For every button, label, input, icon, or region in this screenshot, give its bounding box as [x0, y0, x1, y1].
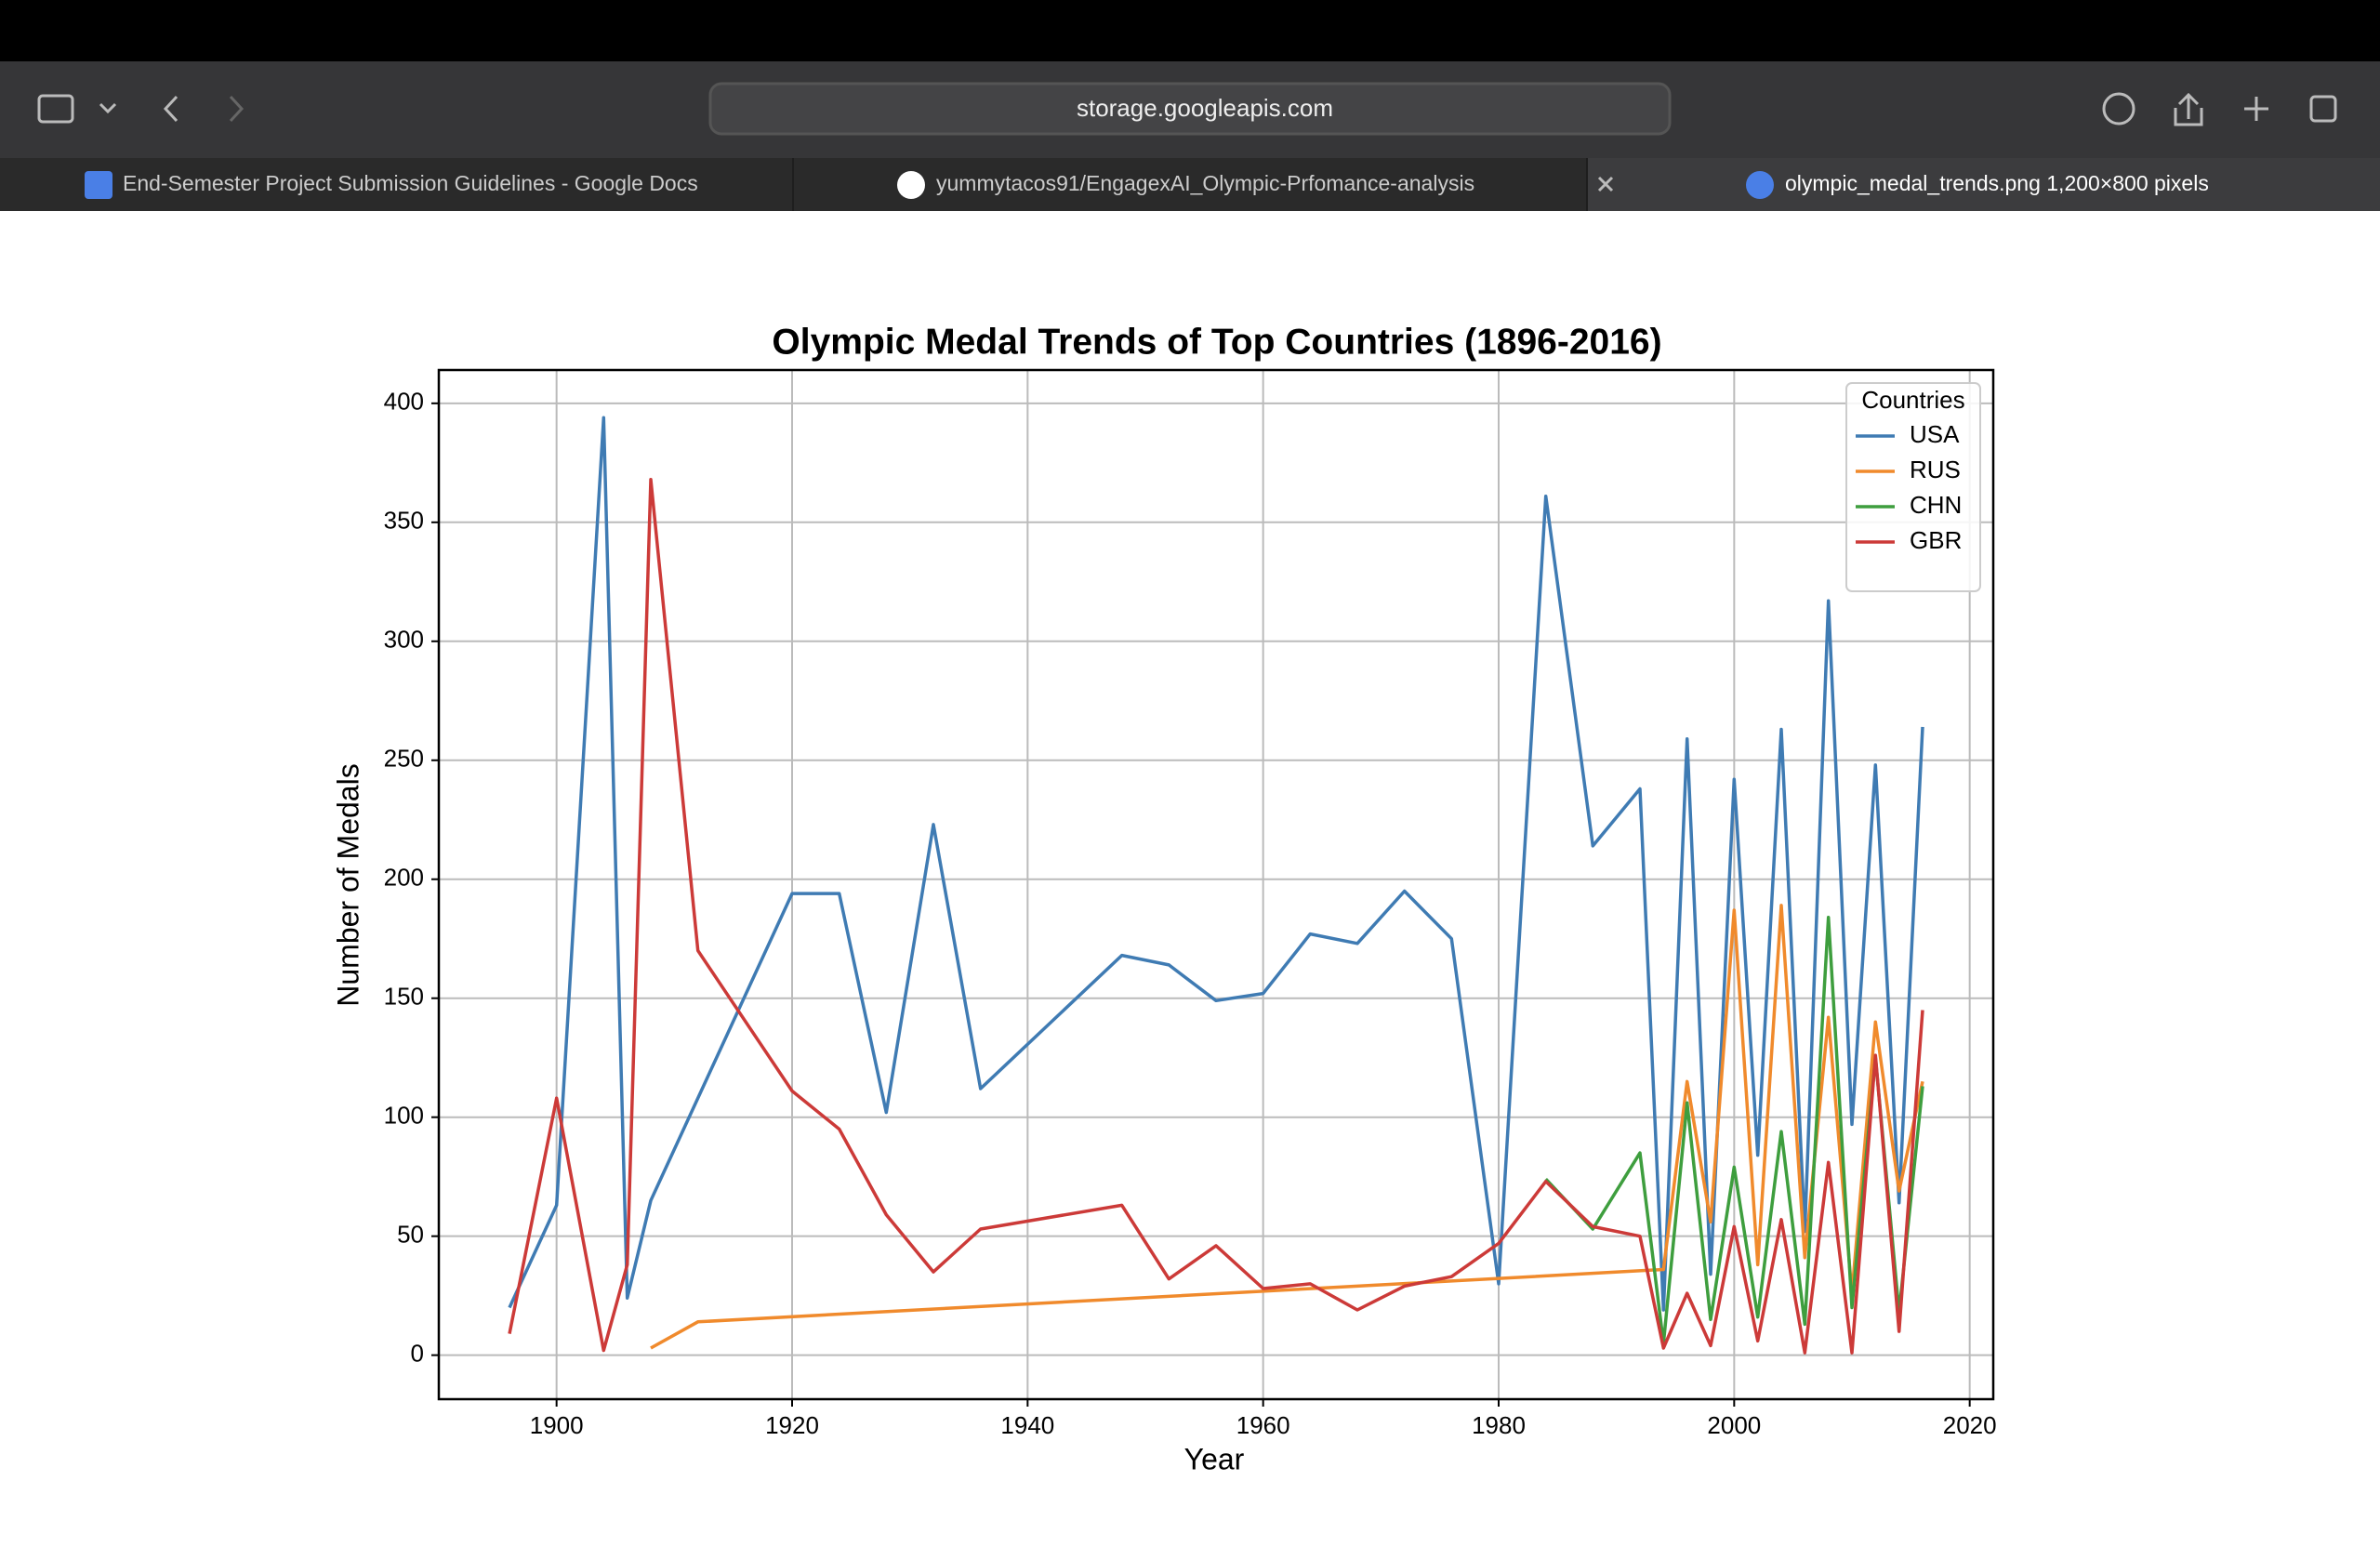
chart-title: Olympic Medal Trends of Top Countries (1… — [772, 322, 1661, 362]
x-tick-label: 1940 — [1000, 1411, 1054, 1439]
tab[interactable] — [0, 158, 792, 211]
x-tick-label: 1900 — [530, 1411, 584, 1439]
legend-label: USA — [1910, 420, 1960, 448]
y-tick-label: 200 — [384, 864, 424, 892]
tab[interactable] — [794, 158, 1586, 211]
address-bar[interactable] — [708, 82, 1672, 136]
downloads[interactable] — [2102, 92, 2135, 126]
x-tick-label: 1920 — [765, 1411, 819, 1439]
address-text: storage.googleapis.com — [1077, 94, 1333, 122]
legend-box — [1845, 382, 1981, 592]
tab-title: End-Semester Project Submission Guidelin… — [123, 171, 698, 195]
new-tab[interactable] — [2244, 97, 2268, 121]
legend-label: GBR — [1910, 526, 1962, 554]
tab-active[interactable] — [1588, 158, 2380, 211]
image-icon — [1746, 171, 1774, 199]
tabs-overview[interactable] — [2309, 95, 2337, 123]
y-tick-label: 100 — [384, 1102, 424, 1130]
series-line — [650, 904, 1924, 1350]
legend-title: Countries — [1861, 386, 1964, 414]
plot-frame — [437, 368, 1995, 1401]
tab-title: olympic_medal_trends.png 1,200×800 pixel… — [1785, 171, 2209, 195]
plot: 0 50 100 150 200 250 300 350 400 1900 1920 1940 1960… — [384, 368, 1997, 1439]
series-line — [508, 477, 1924, 1355]
y-tick-label: 0 — [411, 1340, 424, 1368]
x-tick-label: 1960 — [1236, 1411, 1290, 1439]
y-axis-label: Number of Medals — [331, 763, 364, 1006]
toolbar-icons — [37, 82, 2337, 192]
sidebar-menu[interactable] — [99, 102, 117, 114]
x-tick-label: 2000 — [1707, 1411, 1761, 1439]
y-tick-label: 350 — [384, 507, 424, 535]
top-bar — [0, 0, 2380, 61]
tab-title: yummytacos91/EngagexAI_Olympic-Prfomance… — [936, 171, 1474, 195]
series-line — [508, 416, 1924, 1312]
legend-label: CHN — [1910, 491, 1962, 519]
y-tick-label: 50 — [397, 1221, 424, 1249]
forward-button[interactable] — [229, 95, 245, 123]
x-tick-label: 2020 — [1943, 1411, 1997, 1439]
docs-icon — [85, 171, 112, 199]
y-tick-label: 300 — [384, 626, 424, 654]
x-axis-label: Year — [1184, 1442, 1245, 1475]
legend-label: RUS — [1910, 456, 1961, 483]
y-tick-label: 150 — [384, 983, 424, 1011]
share[interactable] — [2174, 92, 2203, 126]
back-button[interactable] — [163, 95, 178, 123]
x-tick-label: 1980 — [1472, 1411, 1526, 1439]
github-icon — [897, 171, 925, 199]
y-tick-label: 400 — [384, 388, 424, 416]
tab-close[interactable] — [1597, 176, 1614, 192]
sidebar-button[interactable] — [37, 94, 74, 124]
y-tick-label: 250 — [384, 745, 424, 773]
